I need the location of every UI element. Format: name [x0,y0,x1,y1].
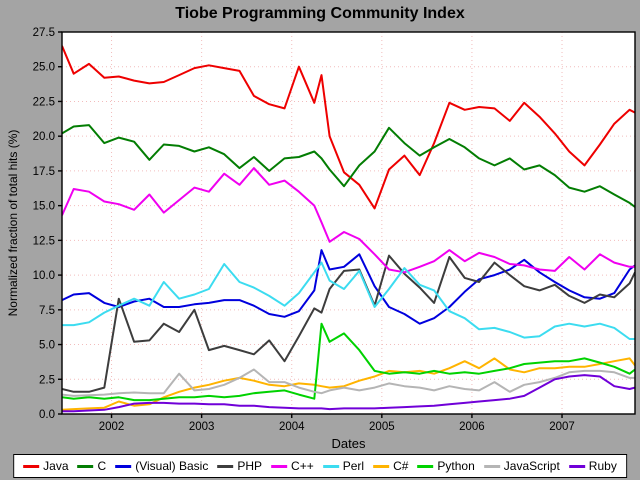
legend-item-python: Python [417,459,475,473]
legend-item-c: C# [373,459,408,473]
y-tick-label: 7.5 [39,305,55,317]
y-tick-label: 10.0 [33,270,55,282]
legend-swatch-c [373,464,390,468]
legend: Java C (Visual) Basic PHP C++ Perl C# Python Jav… [13,454,627,478]
legend-label: Python [437,459,475,473]
legend-swatch-java [23,464,40,468]
tick-marks [58,31,563,418]
legend-label: JavaScript [503,459,560,473]
legend-label: Java [43,459,69,473]
legend-label: Perl [342,459,365,473]
chart-title: Tiobe Programming Community Index [175,5,465,22]
legend-item-visual-basic: (Visual) Basic [115,459,208,473]
legend-swatch-c [271,464,288,468]
y-tick-label: 27.5 [33,27,55,39]
series-lines [62,45,635,413]
series-line-perl [62,261,635,340]
y-tick-label: 5.0 [39,340,55,352]
tick-labels: 0.0 2.5 5.0 7.5 10.0 12.5 15.0 17.5 20.0 22.5 25.0… [33,27,575,433]
legend-label: C [97,459,107,473]
legend-label: C# [393,459,409,473]
y-axis-title: Normalized fraction of total hits (%) [6,129,20,317]
x-axis-title: Dates [331,436,366,451]
legend-swatch-c [77,464,94,468]
legend-item-ruby: Ruby [568,459,617,473]
y-tick-label: 15.0 [33,201,55,213]
legend-item-c: C [77,459,107,473]
x-tick-label: 2002 [99,421,125,433]
legend-item-perl: Perl [322,459,365,473]
y-tick-label: 2.5 [39,374,55,386]
legend-label: Ruby [588,459,617,473]
legend-swatch-ruby [568,464,585,468]
legend-item-java: Java [23,459,69,473]
x-tick-label: 2006 [459,421,485,433]
legend-label: PHP [237,459,263,473]
y-tick-label: 0.0 [39,409,55,421]
plot-area: 0.0 2.5 5.0 7.5 10.0 12.5 15.0 17.5 20.0 22.5 25.0… [33,27,636,433]
series-line-javascript [62,368,635,397]
y-tick-label: 12.5 [33,235,55,247]
series-line-java [62,45,635,210]
legend-swatch-perl [322,464,339,468]
series-line-php [62,254,635,393]
legend-swatch-visual-basic [115,464,132,468]
series-line-c [62,124,635,208]
legend-label: C++ [291,459,314,473]
plot-background [62,32,635,414]
legend-label: (Visual) Basic [135,459,209,473]
y-tick-label: 25.0 [33,62,55,74]
y-tick-label: 20.0 [33,131,55,143]
legend-item-php: PHP [217,459,262,473]
y-tick-label: 17.5 [33,166,55,178]
series-line-visual-basic [62,249,635,325]
plot-border [61,31,636,415]
legend-swatch-javascript [483,464,500,468]
legend-swatch-php [217,464,234,468]
legend-item-javascript: JavaScript [483,459,560,473]
x-tick-label: 2005 [369,421,395,433]
legend-item-c: C++ [271,459,314,473]
x-tick-label: 2003 [189,421,215,433]
x-tick-label: 2004 [279,421,305,433]
series-line-c [62,167,635,274]
series-line-ruby [62,374,635,413]
series-line-python [62,322,635,402]
legend-swatch-python [417,464,434,468]
x-tick-label: 2007 [549,421,575,433]
y-tick-label: 22.5 [33,96,55,108]
